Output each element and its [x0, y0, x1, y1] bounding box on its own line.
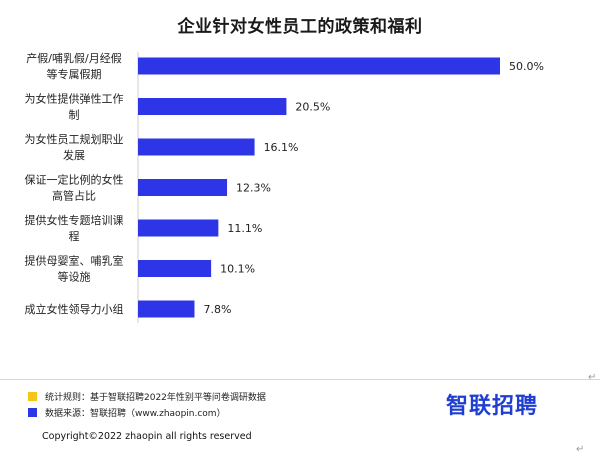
bar	[138, 219, 219, 237]
category-label: 产假/哺乳假/月经假	[26, 51, 121, 65]
return-mark-icon: ↵	[588, 372, 597, 383]
footer-source-note: 数据来源：智联招聘（www.zhaopin.com）	[28, 406, 226, 419]
category-label: 程	[69, 230, 80, 243]
category-label: 成立女性领导力小组	[25, 302, 124, 316]
bar	[138, 179, 228, 196]
category-label: 等设施	[58, 270, 91, 284]
category-label: 高管占比	[52, 189, 96, 203]
value-label: 11.1%	[227, 222, 262, 235]
bar	[138, 98, 287, 115]
bar	[138, 138, 255, 156]
value-label: 20.5%	[295, 101, 330, 114]
category-label: 保证一定比例的女性	[25, 173, 124, 187]
value-label: 7.8%	[203, 303, 231, 316]
category-label: 提供女性专题培训课	[25, 213, 124, 227]
zhaopin-logo: 智联招聘	[446, 394, 539, 419]
value-label: 12.3%	[236, 182, 271, 195]
return-mark-icon: ↵	[576, 444, 585, 455]
category-label: 为女性员工规划职业	[25, 132, 124, 146]
yellow-square-icon	[28, 392, 37, 401]
category-label: 等专属假期	[47, 67, 102, 81]
value-label: 16.1%	[264, 141, 299, 154]
bar	[138, 300, 195, 318]
chart-title: 企业针对女性员工的政策和福利	[177, 17, 423, 37]
bar	[138, 260, 212, 277]
category-label: 提供母婴室、哺乳室	[25, 254, 124, 268]
category-label: 制	[69, 109, 80, 122]
category-label: 为女性提供弹性工作	[25, 92, 124, 106]
category-label: 发展	[63, 148, 85, 162]
bar	[138, 57, 500, 75]
value-label: 10.1%	[220, 263, 255, 276]
footer-source-text: 数据来源：智联招聘（www.zhaopin.com）	[45, 409, 226, 419]
divider	[0, 379, 600, 380]
footer-rule-note: 统计规则：基于智联招聘2022年性别平等问卷调研数据	[28, 390, 266, 403]
footer-rule-text: 统计规则：基于智联招聘2022年性别平等问卷调研数据	[45, 393, 266, 403]
blue-square-icon	[28, 408, 37, 417]
value-label: 50.0%	[509, 60, 544, 73]
copyright-text: Copyright©2022 zhaopin all rights reserv…	[42, 431, 252, 442]
